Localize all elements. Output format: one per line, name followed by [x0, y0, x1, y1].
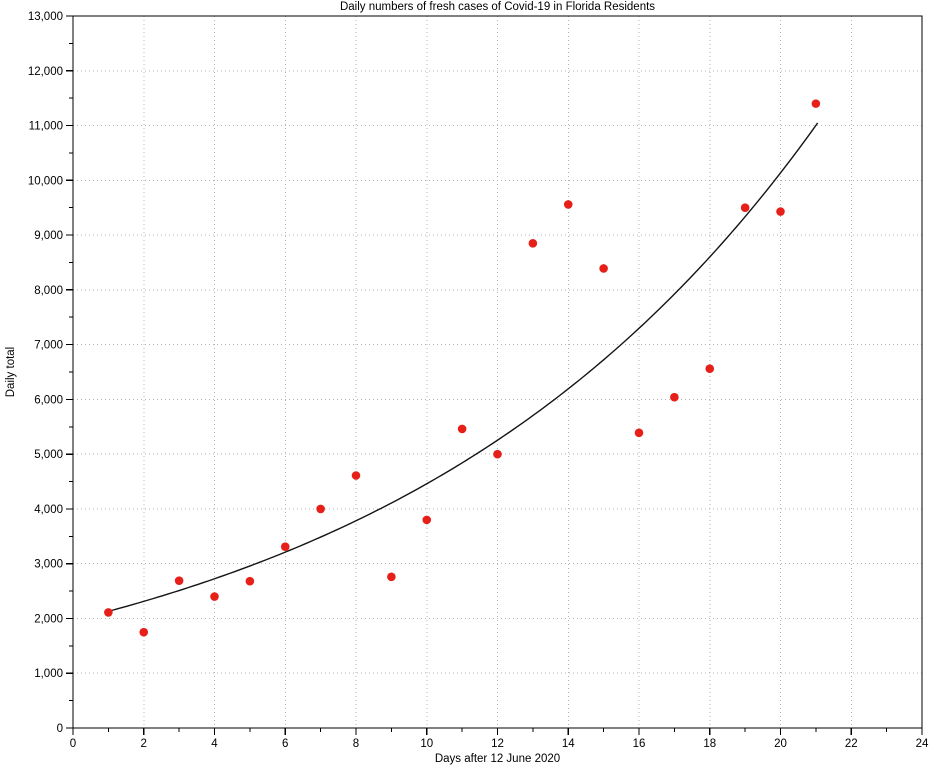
y-tick-label: 13,000: [28, 11, 63, 23]
data-point: [457, 424, 467, 434]
data-point: [776, 207, 785, 216]
x-tick-label: 12: [491, 738, 504, 750]
x-tick-label: 16: [633, 738, 646, 750]
y-tick-label: 9,000: [34, 230, 63, 242]
data-point: [740, 203, 750, 212]
data-point: [280, 542, 290, 552]
y-tick-label: 5,000: [34, 449, 63, 461]
data-point: [528, 238, 538, 248]
plot-frame: [72, 15, 923, 729]
data-point: [563, 200, 573, 209]
y-tick-label: 0: [57, 723, 63, 735]
data-point: [634, 428, 644, 438]
data-point: [210, 592, 219, 601]
data-point: [104, 608, 113, 617]
data-point: [493, 449, 502, 459]
data-point: [599, 264, 608, 273]
data-point: [387, 572, 396, 582]
data-point: [705, 364, 715, 374]
y-tick-label: 8,000: [34, 285, 63, 297]
x-tick-label: 8: [353, 738, 359, 750]
x-tick-label: 18: [703, 738, 716, 750]
y-tick-label: 11,000: [29, 121, 63, 133]
y-tick-label: 12,000: [28, 66, 63, 78]
data-point: [316, 504, 325, 514]
x-tick-label: 4: [211, 738, 218, 750]
data-point: [811, 99, 821, 108]
data-point: [670, 392, 679, 402]
data-point: [351, 471, 361, 480]
x-tick-label: 24: [916, 738, 929, 750]
y-tick-label: 3,000: [34, 559, 63, 571]
chart-title: Daily numbers of fresh cases of Covid-19…: [339, 1, 656, 13]
x-tick-label: 22: [845, 738, 858, 750]
data-point: [245, 576, 255, 586]
x-tick-label: 6: [282, 738, 288, 750]
y-tick-label: 4,000: [34, 504, 63, 516]
x-tick-label: 20: [774, 738, 787, 750]
fit-curve: [107, 122, 819, 613]
y-tick-label: 6,000: [34, 394, 63, 406]
x-tick-label: 10: [420, 738, 433, 750]
data-point: [174, 576, 184, 585]
data-point: [422, 515, 432, 525]
y-tick-label: 7,000: [34, 340, 63, 352]
data-point: [139, 627, 149, 637]
x-tick-label: 14: [562, 738, 575, 750]
x-tick-label: 2: [141, 738, 147, 750]
y-tick-label: 2,000: [34, 613, 63, 625]
y-tick-label: 10,000: [28, 175, 63, 187]
y-tick-label: 1,000: [34, 668, 63, 680]
x-tick-label: 0: [70, 738, 76, 750]
x-axis-label: Days after 12 June 2020: [434, 753, 561, 765]
